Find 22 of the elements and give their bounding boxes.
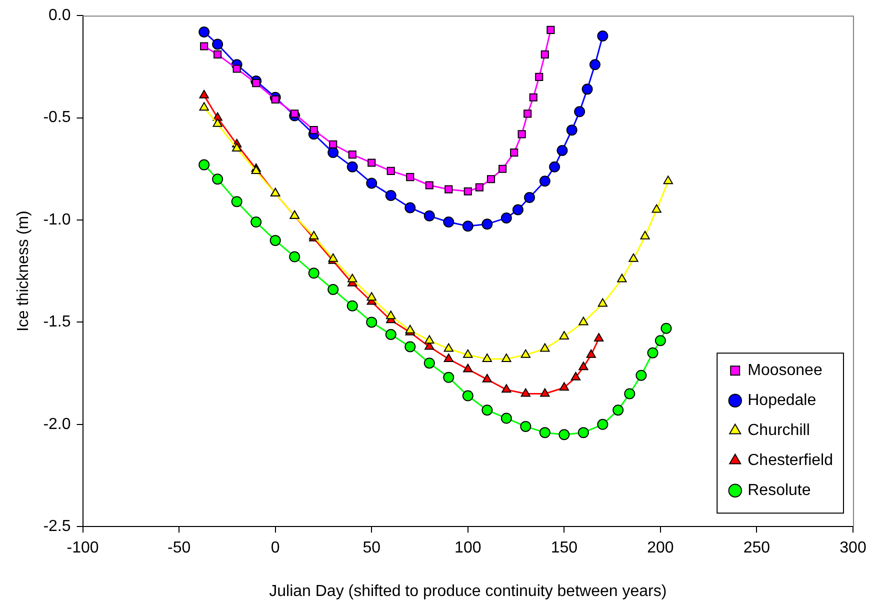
x-tick-label: 50 [362, 540, 381, 557]
legend-label: Churchill [748, 422, 810, 440]
x-tick-label: -50 [167, 540, 191, 557]
legend-label: Resolute [748, 482, 811, 500]
y-tick-label: -2.5 [43, 518, 71, 536]
y-axis-title: Ice thickness (m) [15, 210, 32, 332]
y-tick-label: -0.5 [43, 109, 71, 126]
y-tick-label: -1.0 [43, 211, 71, 228]
x-tick-label: 250 [743, 540, 770, 557]
x-tick-label: 150 [550, 540, 578, 557]
x-tick-label: 0 [270, 540, 280, 557]
y-tick-label: 0.0 [48, 7, 71, 24]
x-axis-title: Julian Day (shifted to produce continuity between years) [269, 582, 667, 600]
x-tick-label: 200 [647, 540, 674, 557]
legend-label: Chesterfield [748, 452, 833, 470]
y-tick-label: -2.0 [43, 416, 71, 433]
x-tick-label: 100 [454, 540, 482, 557]
x-tick-label: 300 [840, 540, 866, 557]
x-tick-label: -100 [66, 540, 99, 557]
legend-label: Moosonee [748, 362, 822, 380]
legend-label: Hopedale [748, 392, 816, 410]
y-tick-label: -1.5 [43, 314, 71, 331]
